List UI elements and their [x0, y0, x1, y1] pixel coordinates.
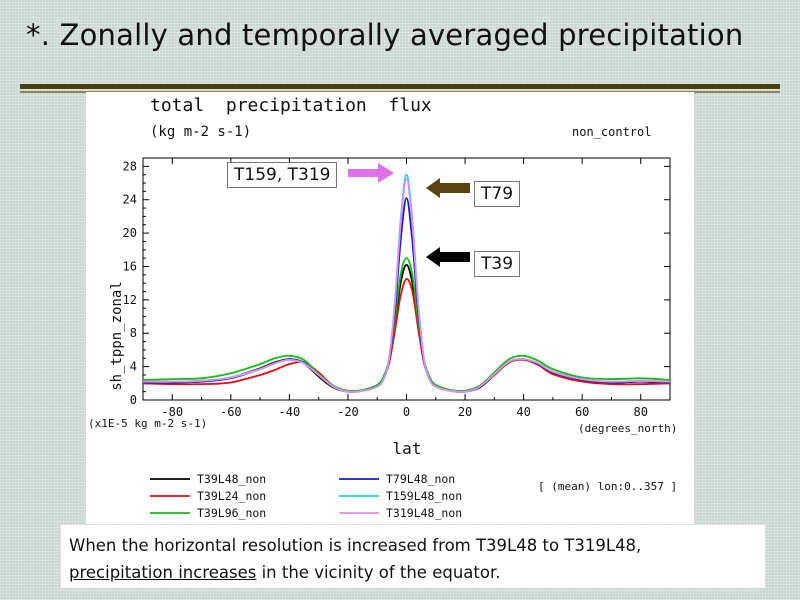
x-tick-label: -20 — [337, 405, 359, 419]
series-line-t39l24_non — [142, 278, 671, 393]
x-tick-label: 0 — [403, 405, 410, 419]
brown-arrow-icon — [426, 178, 470, 198]
callout-t39: T39 — [474, 251, 521, 277]
title-underline-thick — [20, 84, 780, 89]
series-line-t319l48_non — [142, 178, 671, 393]
series-line-t159l48_non — [142, 173, 671, 393]
chart-top-right-label: non_control — [572, 125, 651, 139]
x-unit-note: (degrees_north) — [578, 422, 677, 435]
callout-t79: T79 — [474, 181, 521, 207]
slide-title: *. Zonally and temporally averaged preci… — [26, 18, 744, 52]
plot-panel: total precipitation flux (kg m-2 s-1) no… — [86, 92, 694, 524]
x-tick-label: 80 — [633, 405, 647, 419]
caption-highlight: precipitation increases — [69, 563, 257, 582]
y-tick-label: 4 — [130, 360, 137, 374]
series-line-t39l48_non — [142, 263, 671, 393]
y-tick-label: 16 — [123, 259, 137, 273]
y-tick-label: 28 — [123, 159, 137, 173]
legend-label: T319L48_non — [386, 506, 462, 520]
precipitation-chart: total precipitation flux (kg m-2 s-1) no… — [88, 95, 677, 520]
x-tick-label: 60 — [575, 405, 589, 419]
series-layer — [142, 173, 671, 393]
y-tick-label: 12 — [123, 293, 137, 307]
series-line-t79l48_non — [142, 197, 671, 393]
x-tick-label: -60 — [220, 405, 242, 419]
y-tick-label: 0 — [130, 393, 137, 407]
x-axis-label: lat — [393, 439, 422, 458]
caption-box: When the horizontal resolution is increa… — [61, 525, 765, 588]
y-axis-label: sh_tppn_zonal — [109, 281, 125, 391]
y-tick-label: 24 — [123, 193, 137, 207]
y-tick-label: 8 — [130, 326, 137, 340]
legend-label: T39L48_non — [197, 472, 266, 486]
legend-label: T79L48_non — [386, 472, 455, 486]
x-tick-label: -40 — [279, 405, 301, 419]
legend-label: T39L96_non — [197, 506, 266, 520]
chart-legend: T39L48_non T39L24_non T39L96_non T79L48_non… — [150, 472, 462, 520]
legend-label: T159L48_non — [386, 489, 462, 503]
x-tick-label: -80 — [161, 405, 183, 419]
caption-text-part1: When the horizontal resolution is increa… — [69, 536, 642, 555]
pink-arrow-icon — [348, 163, 394, 183]
x-tick-label: 40 — [516, 405, 530, 419]
callout-t159-t319: T159, T319 — [227, 162, 338, 188]
chart-title: total precipitation flux — [150, 95, 432, 116]
legend-label: T39L24_non — [197, 489, 266, 503]
x-tick-label: 20 — [458, 405, 472, 419]
series-line-t39l96_non — [142, 257, 671, 393]
y-scale-note: (x1E-5 kg m-2 s-1) — [88, 417, 207, 430]
footer-note: [ (mean) lon:0..357 ] — [538, 480, 677, 493]
black-arrow-icon — [426, 247, 470, 267]
axes-layer: 0 4 8 12 16 20 24 28 -80 -60 -40 -20 0 20 40 60 80 — [123, 157, 671, 419]
caption-text-part2: in the vicinity of the equator. — [256, 563, 501, 582]
chart-units: (kg m-2 s-1) — [150, 124, 251, 140]
y-tick-label: 20 — [123, 226, 137, 240]
